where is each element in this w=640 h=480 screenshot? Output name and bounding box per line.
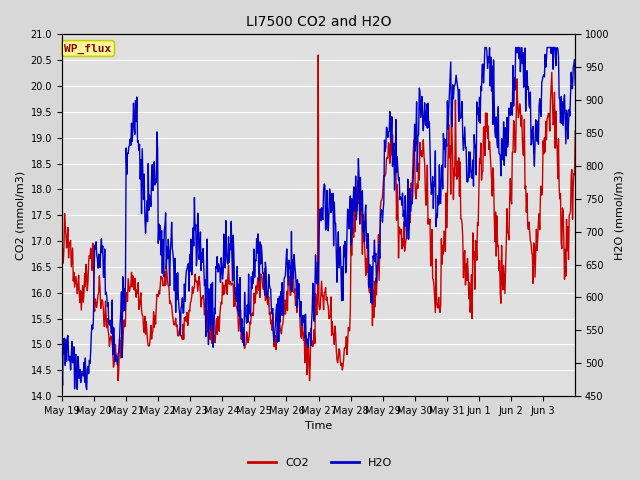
H2O [213, 254, 221, 260]
CO2 [372, 292, 380, 298]
H2O [572, 83, 579, 88]
Text: WP_flux: WP_flux [65, 43, 112, 54]
CO2 [239, 339, 246, 345]
CO2 [115, 378, 122, 384]
Legend: CO2, H2O: CO2, H2O [244, 453, 396, 472]
CO2 [572, 128, 579, 134]
CO2 [258, 275, 266, 281]
CO2 [401, 244, 409, 250]
Y-axis label: H2O (mmol/m3): H2O (mmol/m3) [615, 170, 625, 260]
CO2 [314, 52, 322, 58]
X-axis label: Time: Time [305, 421, 332, 432]
Title: LI7500 CO2 and H2O: LI7500 CO2 and H2O [246, 15, 391, 29]
CO2 [213, 332, 221, 337]
H2O [372, 251, 380, 256]
H2O [258, 252, 266, 258]
CO2 [58, 251, 66, 256]
Line: H2O: H2O [62, 48, 575, 390]
H2O [481, 45, 489, 50]
Line: CO2: CO2 [62, 55, 575, 381]
H2O [239, 340, 246, 346]
CO2 [119, 341, 127, 347]
H2O [401, 224, 408, 229]
H2O [119, 274, 127, 279]
H2O [58, 361, 66, 367]
Y-axis label: CO2 (mmol/m3): CO2 (mmol/m3) [15, 171, 25, 260]
H2O [74, 387, 81, 393]
